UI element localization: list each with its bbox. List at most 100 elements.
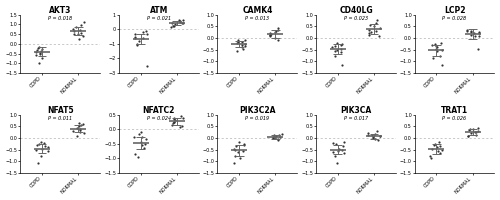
Point — [44, 149, 52, 152]
Point — [130, 35, 138, 38]
Point — [278, 132, 285, 135]
Point — [433, 49, 441, 52]
Point — [80, 21, 88, 24]
Point — [266, 34, 274, 37]
Point — [465, 128, 473, 131]
Point — [76, 32, 84, 35]
Point — [76, 29, 84, 32]
Point — [266, 33, 274, 36]
Point — [332, 142, 340, 145]
Point — [178, 21, 186, 24]
Point — [176, 115, 184, 118]
Point — [472, 34, 480, 37]
Point — [138, 130, 145, 133]
Point — [438, 48, 446, 51]
Point — [239, 149, 247, 152]
Point — [74, 37, 82, 41]
Point — [74, 134, 82, 137]
Point — [271, 135, 279, 138]
Point — [428, 147, 436, 150]
Point — [474, 129, 482, 133]
Point — [232, 145, 240, 148]
Point — [72, 26, 80, 29]
Text: P = 0.017: P = 0.017 — [344, 116, 368, 121]
Point — [38, 147, 46, 150]
Text: P = 0.028: P = 0.028 — [442, 16, 466, 21]
Point — [372, 29, 380, 33]
Point — [240, 142, 248, 145]
Point — [138, 135, 146, 138]
Point — [271, 31, 279, 34]
Point — [334, 161, 342, 164]
Point — [436, 152, 444, 155]
Point — [178, 19, 186, 22]
Point — [134, 155, 142, 159]
Point — [138, 36, 146, 40]
Point — [471, 131, 479, 134]
Point — [328, 46, 336, 49]
Point — [335, 147, 343, 150]
Point — [266, 35, 274, 38]
Point — [432, 146, 440, 149]
Point — [466, 31, 474, 34]
Point — [130, 135, 138, 138]
Point — [141, 142, 149, 145]
Point — [80, 132, 88, 135]
Point — [332, 49, 340, 52]
Point — [76, 127, 84, 130]
Title: PIK3C2A: PIK3C2A — [239, 106, 276, 115]
Point — [270, 134, 278, 137]
Point — [168, 123, 176, 126]
Point — [234, 49, 241, 52]
Text: P = 0.021: P = 0.021 — [146, 16, 171, 21]
Point — [77, 24, 85, 27]
Point — [234, 140, 242, 143]
Point — [166, 25, 174, 29]
Point — [432, 142, 440, 145]
Point — [134, 44, 141, 47]
Point — [338, 148, 345, 151]
Point — [130, 153, 138, 156]
Point — [365, 28, 373, 31]
Point — [340, 152, 348, 155]
Point — [269, 137, 277, 140]
Point — [370, 25, 378, 28]
Point — [33, 143, 41, 147]
Point — [432, 47, 440, 50]
Title: NFAT5: NFAT5 — [47, 106, 74, 115]
Point — [34, 46, 42, 49]
Text: P = 0.026: P = 0.026 — [442, 116, 466, 121]
Point — [330, 54, 338, 57]
Point — [372, 130, 380, 133]
Point — [133, 42, 141, 45]
Point — [33, 48, 41, 51]
Point — [431, 42, 439, 45]
Point — [32, 148, 40, 151]
Text: P = 0.019: P = 0.019 — [246, 116, 270, 121]
Point — [35, 62, 43, 65]
Point — [76, 131, 84, 134]
Point — [334, 149, 342, 152]
Point — [472, 131, 480, 134]
Point — [337, 47, 345, 50]
Point — [437, 41, 445, 44]
Point — [40, 145, 48, 148]
Point — [373, 19, 381, 22]
Point — [474, 47, 482, 50]
Point — [371, 137, 379, 140]
Point — [172, 23, 179, 26]
Title: LCP2: LCP2 — [444, 6, 466, 15]
Point — [274, 137, 282, 140]
Point — [34, 161, 42, 164]
Point — [330, 45, 338, 48]
Point — [179, 117, 187, 120]
Point — [464, 134, 472, 137]
Title: TRAT1: TRAT1 — [441, 106, 468, 115]
Point — [236, 156, 244, 160]
Point — [70, 30, 78, 33]
Point — [467, 29, 475, 33]
Point — [372, 21, 380, 24]
Point — [274, 38, 282, 41]
Point — [241, 45, 249, 48]
Point — [230, 161, 238, 164]
